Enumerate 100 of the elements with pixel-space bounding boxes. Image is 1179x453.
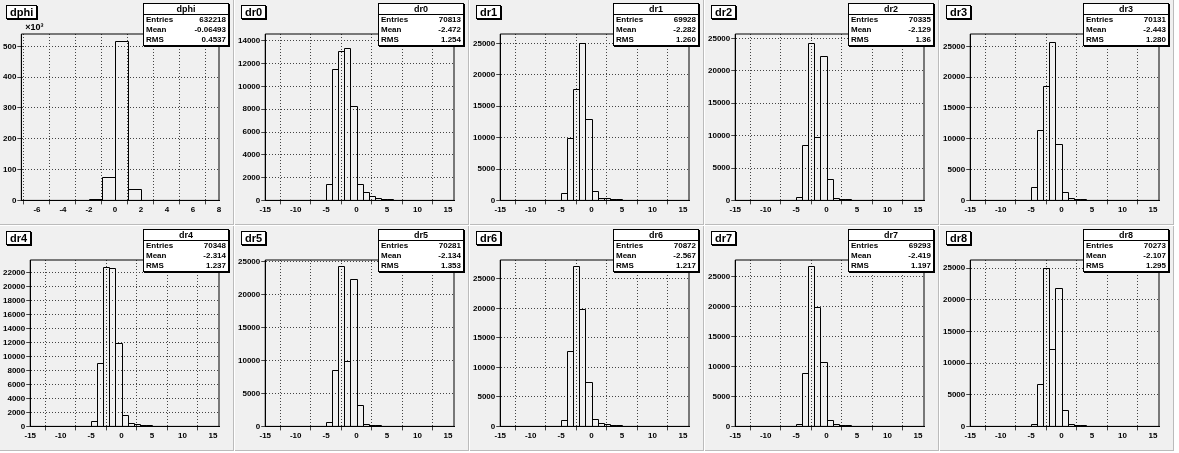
x-tick-label: 0 xyxy=(824,431,830,441)
y-tick-label: 20000 xyxy=(943,295,966,305)
x-tick-label: 10 xyxy=(413,205,423,215)
y-tick-label: 200 xyxy=(2,133,17,143)
x-tick-label: 15 xyxy=(678,431,688,441)
x-tick-label: 0 xyxy=(1059,205,1065,215)
y-tick-label: 12000 xyxy=(3,337,26,347)
x-tick-label: 8 xyxy=(216,205,222,215)
text: Mean -2.129 xyxy=(851,25,931,34)
chart-title: dr2 xyxy=(711,5,737,19)
y-tick-label: 15000 xyxy=(708,331,731,341)
y-tick-label: 6000 xyxy=(242,127,261,137)
x-tick-label: 15 xyxy=(678,205,688,215)
x-tick-label: 0 xyxy=(824,205,830,215)
x-tick-label: -10 xyxy=(994,431,1008,441)
text: dr4 xyxy=(144,230,228,241)
x-tick-label: -5 xyxy=(557,431,566,441)
x-tick-label: 5 xyxy=(1089,431,1095,441)
y-tick-label: 20000 xyxy=(708,66,731,76)
x-tick-label: -10 xyxy=(759,431,773,441)
x-tick-label: -15 xyxy=(964,205,977,215)
text: RMS 1.217 xyxy=(616,261,696,270)
x-tick-label: -5 xyxy=(1027,205,1036,215)
y-axis-title: ×10³ xyxy=(25,22,44,32)
text: dr0 xyxy=(379,4,463,15)
x-tick-label: 0 xyxy=(589,205,595,215)
y-tick-label: 5000 xyxy=(712,163,731,173)
text: dr1 xyxy=(614,4,698,15)
y-tick-label: 15000 xyxy=(708,98,731,108)
text: dr2 xyxy=(849,4,933,15)
y-tick-label: 15000 xyxy=(943,326,966,336)
x-tick-label: 5 xyxy=(619,431,625,441)
text: Entries 632218 xyxy=(146,15,226,24)
text: dr7 xyxy=(849,230,933,241)
x-tick-label: 10 xyxy=(1118,431,1128,441)
text: dr5 xyxy=(379,230,463,241)
x-tick-label: -2 xyxy=(85,205,94,215)
text: Entries 70131 xyxy=(1086,15,1166,24)
x-tick-label: -15 xyxy=(729,205,742,215)
x-tick-label: 5 xyxy=(619,205,625,215)
y-tick-label: 5000 xyxy=(947,164,966,174)
text: Mean -2.443 xyxy=(1086,25,1166,34)
text: Mean -2.472 xyxy=(381,25,461,34)
y-tick-label: 5000 xyxy=(712,391,731,401)
x-tick-label: 5 xyxy=(384,205,390,215)
y-tick-label: 300 xyxy=(2,103,17,113)
y-tick-label: 20000 xyxy=(473,303,496,313)
y-tick-label: 25000 xyxy=(708,271,731,281)
y-tick-label: 10000 xyxy=(238,81,261,91)
x-tick-label: 0 xyxy=(112,205,118,215)
y-tick-label: 22000 xyxy=(3,267,26,277)
x-tick-label: 2 xyxy=(138,205,144,215)
text: RMS 1.254 xyxy=(381,35,461,44)
x-tick-label: -6 xyxy=(33,205,42,215)
chart-title: dr7 xyxy=(711,231,737,245)
chart-title: dr1 xyxy=(476,5,502,19)
text: dphi xyxy=(144,4,228,15)
text: Mean -2.282 xyxy=(616,25,696,34)
y-tick-label: 0 xyxy=(20,421,26,431)
text: Mean -2.419 xyxy=(851,251,931,260)
text: Mean -0.06493 xyxy=(146,25,226,34)
x-tick-label: 15 xyxy=(443,205,453,215)
y-tick-label: 25000 xyxy=(708,33,731,43)
y-tick-label: 400 xyxy=(2,72,17,82)
x-tick-label: 15 xyxy=(1148,205,1158,215)
text: Mean -2.107 xyxy=(1086,251,1166,260)
y-tick-label: 12000 xyxy=(238,58,261,68)
y-tick-label: 4000 xyxy=(242,150,261,160)
x-tick-label: 0 xyxy=(354,205,360,215)
y-tick-label: 14000 xyxy=(3,323,26,333)
x-tick-label: 5 xyxy=(1089,205,1095,215)
text: RMS 1.280 xyxy=(1086,35,1166,44)
x-tick-label: 15 xyxy=(208,431,218,441)
x-tick-label: -5 xyxy=(322,205,331,215)
y-tick-label: 25000 xyxy=(473,38,496,48)
y-tick-label: 8000 xyxy=(242,104,261,114)
x-tick-label: -10 xyxy=(524,205,538,215)
x-tick-label: 10 xyxy=(178,431,188,441)
y-tick-label: 2000 xyxy=(242,172,261,182)
x-tick-label: -5 xyxy=(1027,431,1036,441)
x-tick-label: -5 xyxy=(87,431,96,441)
y-tick-label: 25000 xyxy=(943,41,966,51)
x-tick-label: 15 xyxy=(443,431,453,441)
chart-title: dr5 xyxy=(241,231,267,245)
y-tick-label: 0 xyxy=(11,195,17,205)
x-tick-label: 10 xyxy=(1118,205,1128,215)
y-tick-label: 20000 xyxy=(238,290,261,300)
chart-title: dr6 xyxy=(476,231,502,245)
y-tick-label: 20000 xyxy=(708,301,731,311)
x-tick-label: 0 xyxy=(1059,431,1065,441)
text: dr6 xyxy=(614,230,698,241)
text: Entries 70335 xyxy=(851,15,931,24)
x-tick-label: 10 xyxy=(413,431,423,441)
x-tick-label: 10 xyxy=(883,205,893,215)
x-tick-label: -10 xyxy=(524,431,538,441)
y-tick-label: 25000 xyxy=(238,257,261,267)
x-tick-label: -5 xyxy=(322,431,331,441)
y-tick-label: 5000 xyxy=(477,392,496,402)
text: Entries 70273 xyxy=(1086,241,1166,250)
x-tick-label: 4 xyxy=(164,205,170,215)
